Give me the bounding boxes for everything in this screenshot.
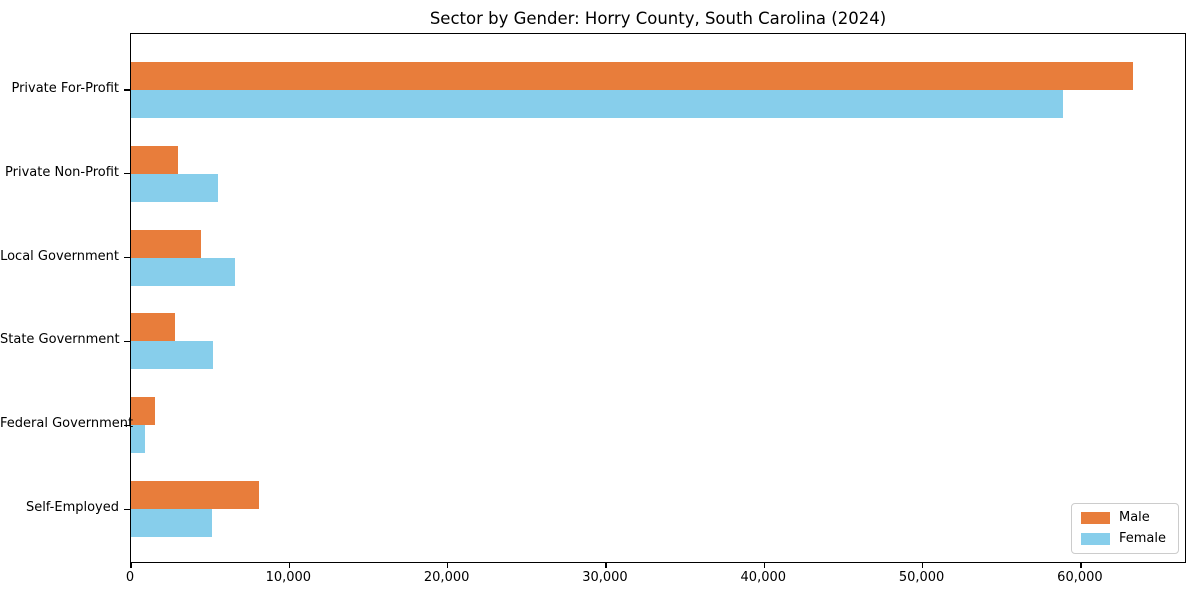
y-tick-mark xyxy=(124,173,131,175)
y-tick-label: State Government xyxy=(0,332,120,348)
x-tick-label: 60,000 xyxy=(1057,570,1103,585)
bar-female-state-government xyxy=(131,341,214,370)
x-tick-mark xyxy=(130,563,132,568)
chart-title: Sector by Gender: Horry County, South Ca… xyxy=(429,9,887,28)
bar-male-local-government xyxy=(131,229,201,258)
bar-male-state-government xyxy=(131,313,176,342)
x-tick-mark xyxy=(763,563,765,568)
female-swatch-icon xyxy=(1080,533,1110,545)
legend-entry-male: Male xyxy=(1080,510,1166,525)
x-tick-label: 20,000 xyxy=(423,570,470,585)
legend-label-female: Female xyxy=(1118,531,1166,546)
y-tick-label: Federal Government xyxy=(0,416,134,432)
x-tick-label: 10,000 xyxy=(265,570,312,585)
bar-male-private-for-profit xyxy=(131,61,1133,90)
y-tick-label: Local Government xyxy=(0,248,119,264)
y-tick-mark xyxy=(124,424,131,426)
male-swatch-icon xyxy=(1080,512,1110,524)
bar-male-private-non-profit xyxy=(131,145,179,174)
bar-male-self-employed xyxy=(131,481,259,510)
legend-entry-female: Female xyxy=(1080,531,1166,546)
bar-female-private-for-profit xyxy=(131,89,1064,118)
x-tick-mark xyxy=(447,563,449,568)
x-tick-mark xyxy=(605,563,607,568)
x-tick-mark xyxy=(1080,563,1082,568)
y-tick-label: Private For-Profit xyxy=(11,80,119,96)
y-tick-mark xyxy=(124,89,131,91)
y-tick-mark xyxy=(124,508,131,510)
x-tick-label: 30,000 xyxy=(582,570,628,585)
y-tick-label: Private Non-Profit xyxy=(5,164,119,180)
y-tick-mark xyxy=(124,340,131,343)
y-tick-label: Self-Employed xyxy=(25,500,119,516)
x-tick-label: 40,000 xyxy=(740,570,787,585)
x-tick-label: 0 xyxy=(125,570,135,585)
plot-area: Male Female xyxy=(124,33,1186,568)
bar-male-federal-government xyxy=(131,397,155,426)
bar-female-private-non-profit xyxy=(131,173,218,202)
bar-female-self-employed xyxy=(131,509,212,538)
x-tick-mark xyxy=(922,563,924,568)
legend: Male Female xyxy=(1070,503,1179,554)
bar-female-local-government xyxy=(131,257,236,286)
bar-female-federal-government xyxy=(131,425,146,454)
x-tick-label: 50,000 xyxy=(898,570,945,585)
legend-label-male: Male xyxy=(1118,510,1150,525)
y-tick-mark xyxy=(124,257,131,259)
x-tick-mark xyxy=(288,563,290,568)
